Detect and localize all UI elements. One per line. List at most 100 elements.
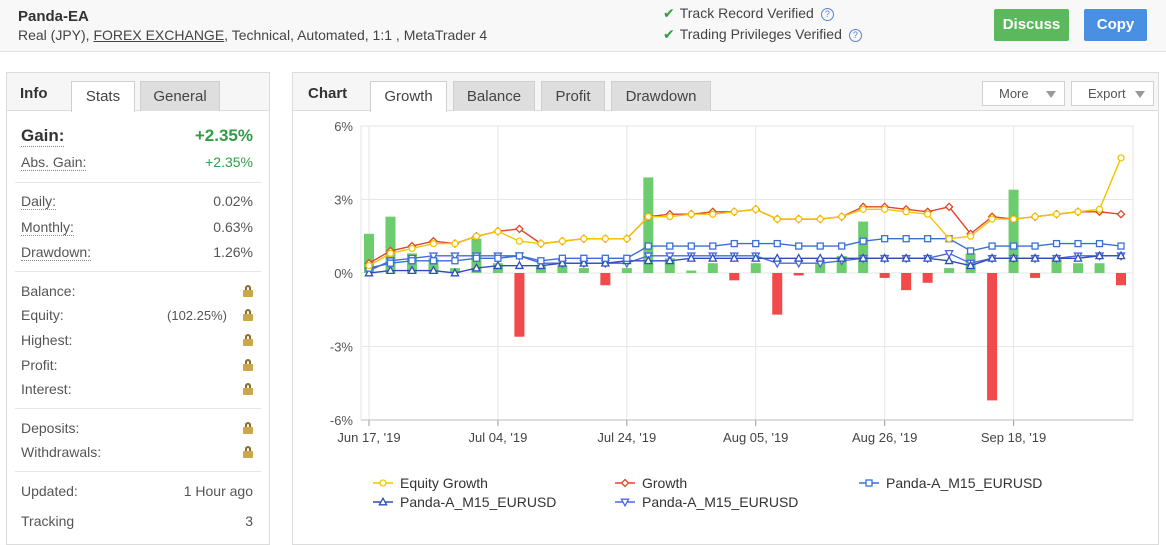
legend-label: Panda-A_M15_EURUSD: [886, 475, 1042, 491]
lock-icon[interactable]: [243, 446, 253, 458]
data-point: [902, 235, 910, 243]
updated-label: Updated:: [21, 483, 78, 499]
bar: [944, 268, 955, 273]
data-point: [451, 257, 459, 265]
data-point: [494, 227, 502, 235]
data-point: [881, 205, 889, 213]
data-point: [816, 242, 824, 250]
help-icon[interactable]: ?: [848, 29, 862, 42]
legend-label: Panda-A_M15_EURUSD: [400, 494, 556, 510]
data-point: [730, 208, 738, 216]
data-point: [1031, 213, 1039, 221]
check-icon: ✔: [663, 5, 675, 21]
highest-label: Highest:: [21, 332, 73, 348]
x-tick-label: Aug 26, '19: [852, 430, 917, 445]
lock-icon[interactable]: [243, 359, 253, 371]
divider: [15, 471, 261, 472]
more-dropdown[interactable]: More: [982, 81, 1065, 106]
lock-icon[interactable]: [243, 422, 253, 434]
system-description: Real (JPY), FOREX EXCHANGE, Technical, A…: [18, 27, 487, 43]
data-point: [772, 253, 782, 262]
trading-privileges-verified: ✔ Trading Privileges Verified?: [663, 26, 862, 43]
legend-label: Equity Growth: [400, 475, 488, 491]
tab-profit[interactable]: Profit: [541, 81, 605, 111]
check-icon: ✔: [663, 26, 675, 42]
data-point: [901, 253, 911, 262]
drawdown-label: Drawdown:: [21, 244, 92, 261]
chart-panel-header: Chart Growth Balance Profit Drawdown Mor…: [293, 73, 1158, 112]
y-tick-label: 3%: [334, 193, 353, 208]
data-point: [515, 252, 524, 260]
data-point: [428, 265, 439, 275]
data-point: [537, 257, 545, 265]
broker-link[interactable]: FOREX EXCHANGE: [93, 27, 225, 43]
y-tick-label: -6%: [330, 413, 354, 428]
copy-button[interactable]: Copy: [1084, 9, 1147, 41]
x-tick-label: Jun 17, '19: [337, 430, 400, 445]
legend-label: Growth: [642, 475, 687, 491]
monthly-label: Monthly:: [21, 219, 74, 236]
tab-growth[interactable]: Growth: [370, 81, 447, 112]
data-point: [1051, 253, 1062, 262]
data-point: [709, 242, 717, 250]
legend-marker: [620, 478, 630, 488]
data-point: [429, 257, 438, 265]
data-point: [1074, 208, 1082, 216]
data-point: [1095, 239, 1104, 248]
data-point: [922, 253, 933, 262]
data-point: [386, 259, 395, 267]
gain-label: Gain:: [21, 126, 65, 147]
tab-stats[interactable]: Stats: [71, 81, 135, 112]
data-point: [644, 242, 652, 250]
lock-icon[interactable]: [243, 309, 253, 321]
export-dropdown[interactable]: Export: [1071, 81, 1154, 106]
data-point: [450, 267, 460, 277]
data-point: [1052, 239, 1061, 248]
tab-balance[interactable]: Balance: [453, 81, 535, 111]
x-tick-label: Aug 05, '19: [723, 430, 788, 445]
y-tick-label: -3%: [330, 340, 354, 355]
data-point: [472, 254, 481, 262]
data-point: [558, 254, 567, 262]
tab-general[interactable]: General: [140, 81, 220, 111]
data-point: [966, 232, 975, 240]
divider: [15, 271, 261, 272]
tab-drawdown[interactable]: Drawdown: [611, 81, 711, 111]
bar: [686, 270, 697, 273]
data-point: [773, 239, 781, 248]
data-point: [965, 260, 976, 270]
lock-icon[interactable]: [243, 285, 253, 297]
updated-value: 1 Hour ago: [183, 483, 253, 499]
data-point: [644, 213, 652, 221]
help-icon[interactable]: ?: [820, 8, 834, 21]
info-panel-header: Info Stats General: [7, 73, 269, 112]
abs-gain-label: Abs. Gain:: [21, 154, 87, 171]
data-point: [515, 237, 524, 245]
data-point: [623, 235, 631, 243]
data-point: [472, 232, 481, 240]
data-point: [923, 235, 932, 243]
lock-icon[interactable]: [243, 334, 253, 346]
data-point: [923, 210, 932, 218]
desc-suffix: , Technical, Automated, 1:1 , MetaTrader…: [224, 27, 488, 43]
data-point: [580, 254, 588, 262]
data-point: [451, 239, 459, 248]
desc-prefix: Real (JPY),: [18, 27, 94, 43]
lock-icon[interactable]: [243, 383, 253, 395]
growth-chart: 6% 3% 0% -3% -6% Jun 17, '19 Jul 04, '19 Jul 24…: [330, 119, 1134, 510]
drawdown-value: 1.26%: [213, 244, 253, 260]
data-point: [1052, 210, 1061, 218]
monthly-value: 0.63%: [213, 219, 253, 235]
data-point: [1009, 215, 1018, 223]
data-point: [1094, 250, 1105, 260]
bar: [1008, 189, 1019, 273]
data-point: [773, 215, 781, 223]
data-point: [836, 253, 847, 262]
chevron-down-icon: [1135, 91, 1145, 98]
bar: [922, 273, 933, 283]
bar: [707, 263, 718, 273]
data-point: [428, 252, 439, 262]
legend-marker: [865, 479, 873, 487]
discuss-button[interactable]: Discuss: [994, 9, 1069, 41]
data-point: [752, 239, 760, 248]
